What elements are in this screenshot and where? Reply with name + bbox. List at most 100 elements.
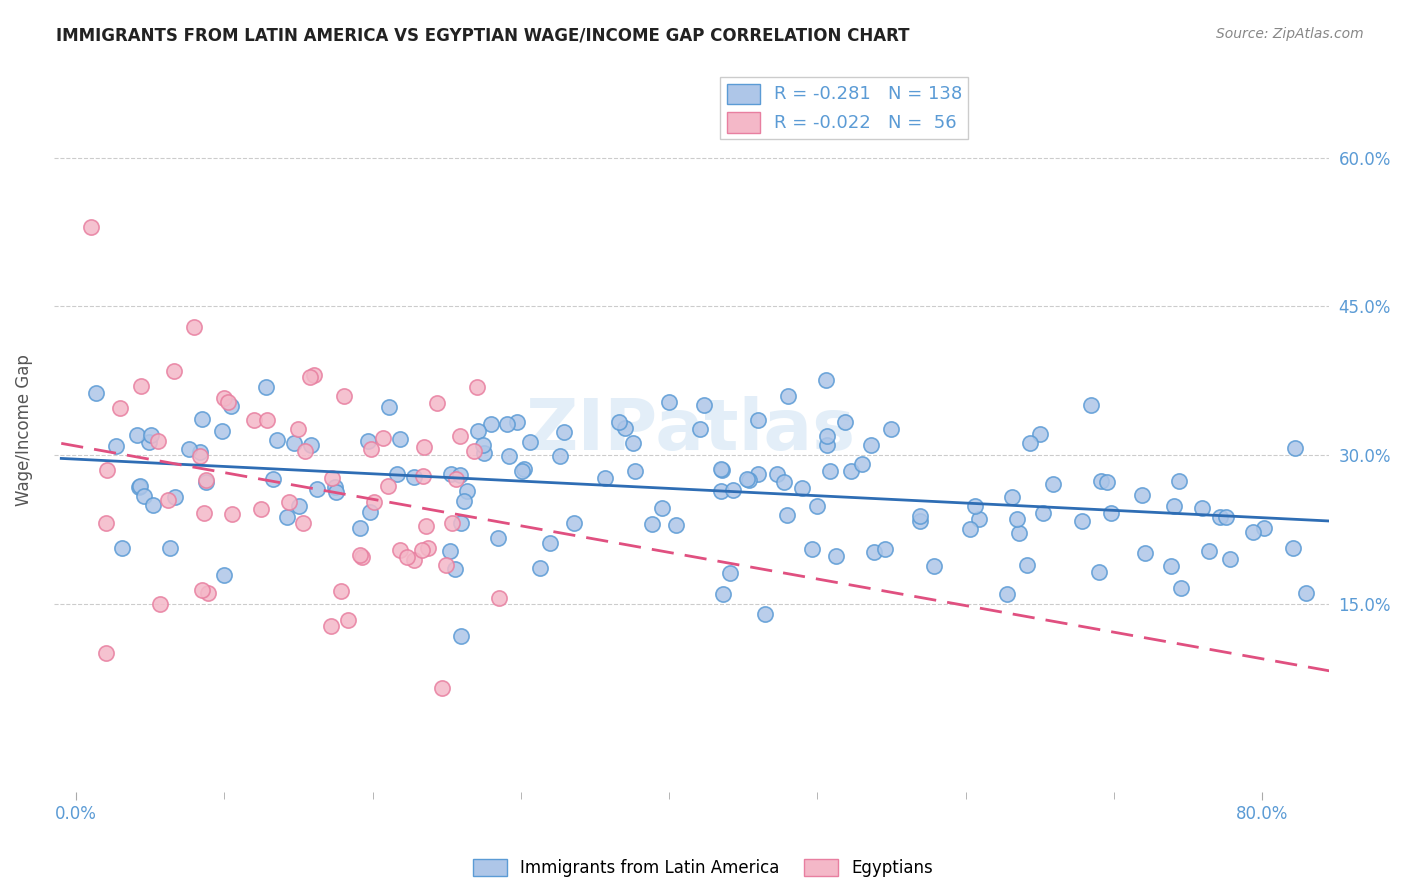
Point (747, 467, 769, 481)
Legend: Immigrants from Latin America, Egyptians: Immigrants from Latin America, Egyptians (467, 852, 939, 884)
Point (142, 498, 165, 512)
Point (330, 583, 353, 598)
Point (613, 421, 636, 435)
Point (191, 583, 214, 598)
Point (506, 415, 529, 429)
Point (529, 561, 551, 575)
Point (1080, 398, 1102, 412)
Point (193, 506, 215, 520)
Point (349, 549, 371, 563)
Point (105, 439, 128, 453)
Point (453, 494, 475, 508)
Point (778, 388, 800, 402)
Point (623, 464, 645, 478)
Point (332, 389, 354, 403)
Point (773, 475, 796, 489)
Point (801, 541, 824, 556)
Point (412, 468, 434, 483)
Point (1029, 427, 1052, 442)
Point (609, 415, 631, 429)
Point (411, 543, 433, 558)
Point (294, 443, 316, 458)
Point (488, 591, 510, 606)
Point (1167, 474, 1189, 488)
Point (278, 495, 301, 509)
Y-axis label: Wage/Income Gap: Wage/Income Gap (15, 354, 32, 507)
Point (219, 399, 242, 413)
Point (593, 471, 616, 485)
Point (307, 482, 329, 496)
Point (834, 415, 856, 429)
Point (820, 464, 842, 478)
Point (183, 320, 205, 334)
Point (440, 467, 463, 482)
Point (859, 438, 882, 452)
Point (711, 587, 734, 601)
Point (434, 558, 457, 573)
Point (959, 522, 981, 536)
Point (1015, 558, 1038, 572)
Legend: R = -0.281   N = 138, R = -0.022   N =  56: R = -0.281 N = 138, R = -0.022 N = 56 (720, 77, 969, 139)
Point (815, 438, 838, 452)
Point (319, 619, 342, 633)
Point (163, 490, 186, 504)
Point (402, 553, 425, 567)
Point (693, 398, 716, 412)
Point (1135, 546, 1157, 560)
Text: IMMIGRANTS FROM LATIN AMERICA VS EGYPTIAN WAGE/INCOME GAP CORRELATION CHART: IMMIGRANTS FROM LATIN AMERICA VS EGYPTIA… (56, 27, 910, 45)
Point (128, 480, 150, 494)
Point (851, 457, 873, 471)
Point (711, 463, 734, 477)
Point (737, 472, 759, 486)
Point (256, 413, 278, 427)
Point (880, 422, 903, 436)
Point (356, 434, 378, 448)
Point (1099, 506, 1122, 520)
Point (1042, 477, 1064, 491)
Point (146, 434, 169, 449)
Point (94, 647, 117, 661)
Point (377, 479, 399, 493)
Point (967, 512, 990, 526)
Point (449, 428, 471, 442)
Point (389, 432, 412, 446)
Point (766, 467, 789, 481)
Point (415, 519, 437, 533)
Point (1215, 509, 1237, 524)
Point (194, 475, 217, 490)
Point (211, 424, 233, 438)
Point (519, 435, 541, 450)
Point (249, 501, 271, 516)
Point (363, 495, 385, 509)
Point (416, 541, 439, 556)
Text: Source: ZipAtlas.com: Source: ZipAtlas.com (1216, 27, 1364, 41)
Point (863, 545, 886, 559)
Point (1163, 499, 1185, 513)
Point (359, 505, 381, 519)
Point (283, 436, 305, 450)
Point (776, 508, 799, 522)
Point (922, 558, 945, 573)
Point (815, 429, 838, 443)
Point (512, 464, 534, 478)
Point (302, 368, 325, 382)
Point (720, 566, 742, 580)
Point (440, 516, 463, 530)
Point (138, 434, 160, 449)
Point (965, 499, 987, 513)
Point (1088, 565, 1111, 579)
Point (1295, 586, 1317, 600)
Point (1090, 474, 1112, 488)
Point (349, 521, 371, 535)
Point (139, 428, 162, 442)
Point (287, 422, 309, 436)
Point (221, 507, 243, 521)
Point (84, 386, 107, 401)
Point (641, 517, 664, 532)
Point (413, 440, 436, 454)
Point (664, 518, 686, 533)
Point (444, 562, 467, 576)
Point (96, 463, 118, 477)
Point (212, 568, 235, 582)
Point (498, 449, 520, 463)
